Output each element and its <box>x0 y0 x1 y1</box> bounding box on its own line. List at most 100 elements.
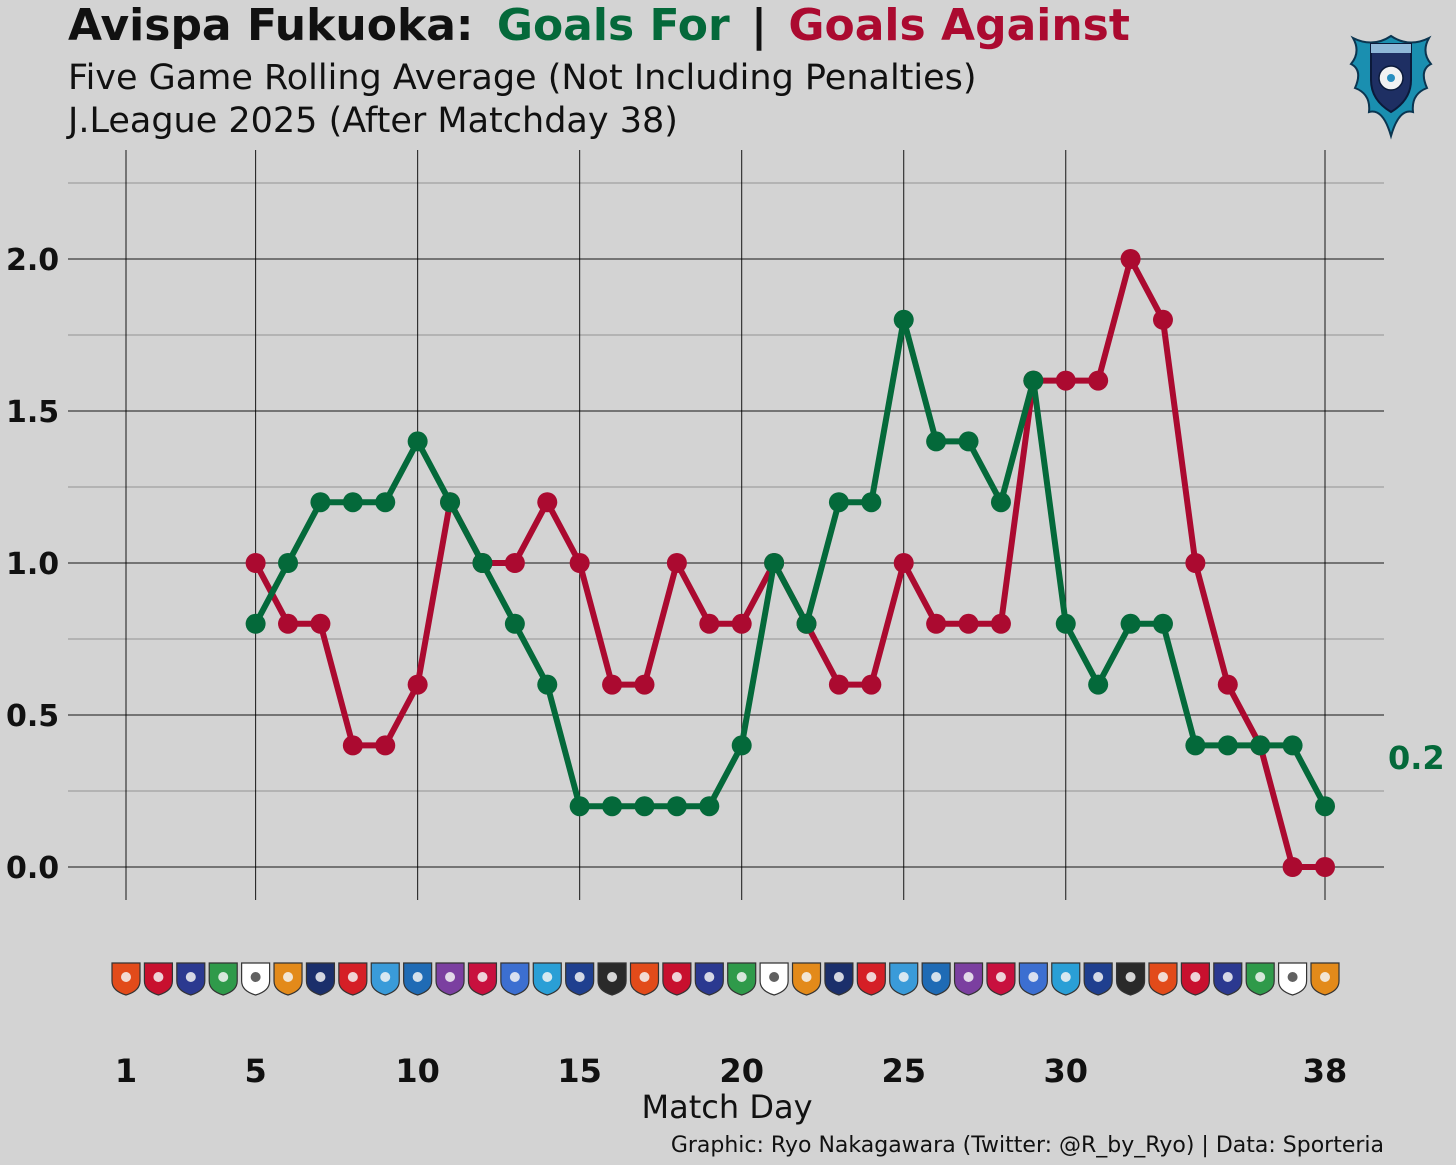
goals-against-point <box>666 553 687 573</box>
x-axis-label: Match Day <box>642 1088 813 1126</box>
goals-for-point <box>1217 735 1238 756</box>
goals-against-point <box>537 492 558 513</box>
goals-against-point <box>504 553 525 573</box>
goals-for-point <box>1152 613 1173 634</box>
club-crest-icon <box>1018 962 1048 996</box>
x-axis-ticks: 1 5 10 15 20 25 30 38 <box>115 1052 1347 1090</box>
club-crest-icon <box>500 962 530 996</box>
club-crest-icon <box>1083 962 1113 996</box>
goals-for-point <box>537 674 558 695</box>
club-crest-icon <box>1245 962 1275 996</box>
club-crest-icon <box>467 962 498 996</box>
club-crest-icon <box>1051 962 1081 996</box>
goals-against-point <box>1152 309 1173 330</box>
club-crest-icon <box>824 962 854 996</box>
goals-for-point <box>1120 613 1141 634</box>
goals-for-point <box>1315 796 1335 817</box>
goals-for-point <box>245 613 266 634</box>
goals-against-point <box>342 735 363 756</box>
club-crest-icon <box>338 962 368 996</box>
goals-against-point <box>926 613 947 634</box>
goals-for-point <box>958 431 979 452</box>
goals-for-point <box>504 613 525 634</box>
goals-for-point <box>1055 613 1076 634</box>
club-crest-icon <box>1213 962 1243 996</box>
title-goals-against: Goals Against <box>788 0 1130 51</box>
title-team: Avispa Fukuoka: <box>68 0 474 51</box>
goals-for-point <box>828 492 849 513</box>
club-crest-icon <box>403 962 433 996</box>
club-crest-icon <box>1115 962 1146 996</box>
goals-against-point <box>1217 674 1238 695</box>
club-crest-icon <box>435 962 465 996</box>
y-tick-label: 0.0 <box>6 851 59 886</box>
goals-against-point <box>699 613 720 634</box>
club-crest-icon <box>1310 962 1340 996</box>
club-crest-icon <box>629 962 660 996</box>
goals-for-point <box>666 796 687 817</box>
club-crest-icon <box>273 962 303 996</box>
goals-against-point <box>1088 370 1109 391</box>
goals-against-point <box>990 613 1011 634</box>
club-crest-icon <box>597 962 627 996</box>
goals-against-point <box>310 613 331 634</box>
goals-for-point <box>440 492 461 513</box>
goals-for-point <box>1282 735 1303 756</box>
goals-for-point <box>764 553 785 573</box>
goals-against-point <box>861 674 882 695</box>
goals-for-point <box>278 553 299 573</box>
y-tick-label: 0.5 <box>6 699 59 734</box>
y-tick-label: 1.5 <box>6 395 59 430</box>
goals-for-point <box>634 796 655 817</box>
x-tick-label: 5 <box>244 1052 266 1090</box>
goals-against-point <box>731 613 752 634</box>
club-crest-icon <box>986 962 1016 996</box>
club-crest-icon <box>532 962 562 996</box>
club-crest-icon <box>662 962 692 996</box>
club-crest-icon <box>241 962 271 996</box>
x-tick-label: 38 <box>1303 1052 1348 1090</box>
club-crest-icon <box>953 962 984 996</box>
club-crest-icon <box>759 962 789 996</box>
goals-against-point <box>1120 249 1141 269</box>
goals-for-point <box>1023 370 1044 391</box>
goals-for-point <box>861 492 882 513</box>
goals-against-point <box>245 553 266 573</box>
goals-for-point <box>1250 735 1271 756</box>
title-separator: | <box>751 0 767 51</box>
goals-against-point <box>278 613 299 634</box>
end-value-label: 0.2 <box>1388 739 1445 777</box>
series <box>245 249 1335 877</box>
goals-for-point <box>407 431 428 452</box>
goals-against-point <box>893 553 914 573</box>
goals-for-point <box>796 613 817 634</box>
credit-line: Graphic: Ryo Nakagawara (Twitter: @R_by_… <box>671 1133 1384 1158</box>
subtitle-league: J.League 2025 (After Matchday 38) <box>66 101 678 141</box>
goals-for-point <box>731 735 752 756</box>
goals-for-series <box>245 309 1335 817</box>
y-tick-label: 2.0 <box>6 243 59 278</box>
goals-for-point <box>602 796 623 817</box>
goals-against-point <box>958 613 979 634</box>
goals-against-point <box>569 553 590 573</box>
club-crest-icon <box>694 962 724 996</box>
y-tick-label: 1.0 <box>6 547 59 582</box>
goals-against-point <box>407 674 428 695</box>
club-crest-icon <box>1148 962 1178 996</box>
goals-for-point <box>990 492 1011 513</box>
club-crest-icon <box>176 962 206 996</box>
club-crest-icon <box>727 962 757 996</box>
y-axis-ticks: 0.0 0.5 1.0 1.5 2.0 <box>6 243 59 886</box>
goals-for-point <box>893 309 914 330</box>
x-tick-label: 25 <box>881 1052 926 1090</box>
club-crest-icon <box>565 962 595 996</box>
club-crest-icon <box>208 962 238 996</box>
club-crest-icon <box>111 962 141 996</box>
title-goals-for: Goals For <box>497 0 730 51</box>
club-crest-icon <box>791 962 822 996</box>
goals-for-point <box>926 431 947 452</box>
x-tick-label: 20 <box>719 1052 764 1090</box>
club-crest-icon <box>1180 962 1210 996</box>
goals-for-point <box>1185 735 1206 756</box>
